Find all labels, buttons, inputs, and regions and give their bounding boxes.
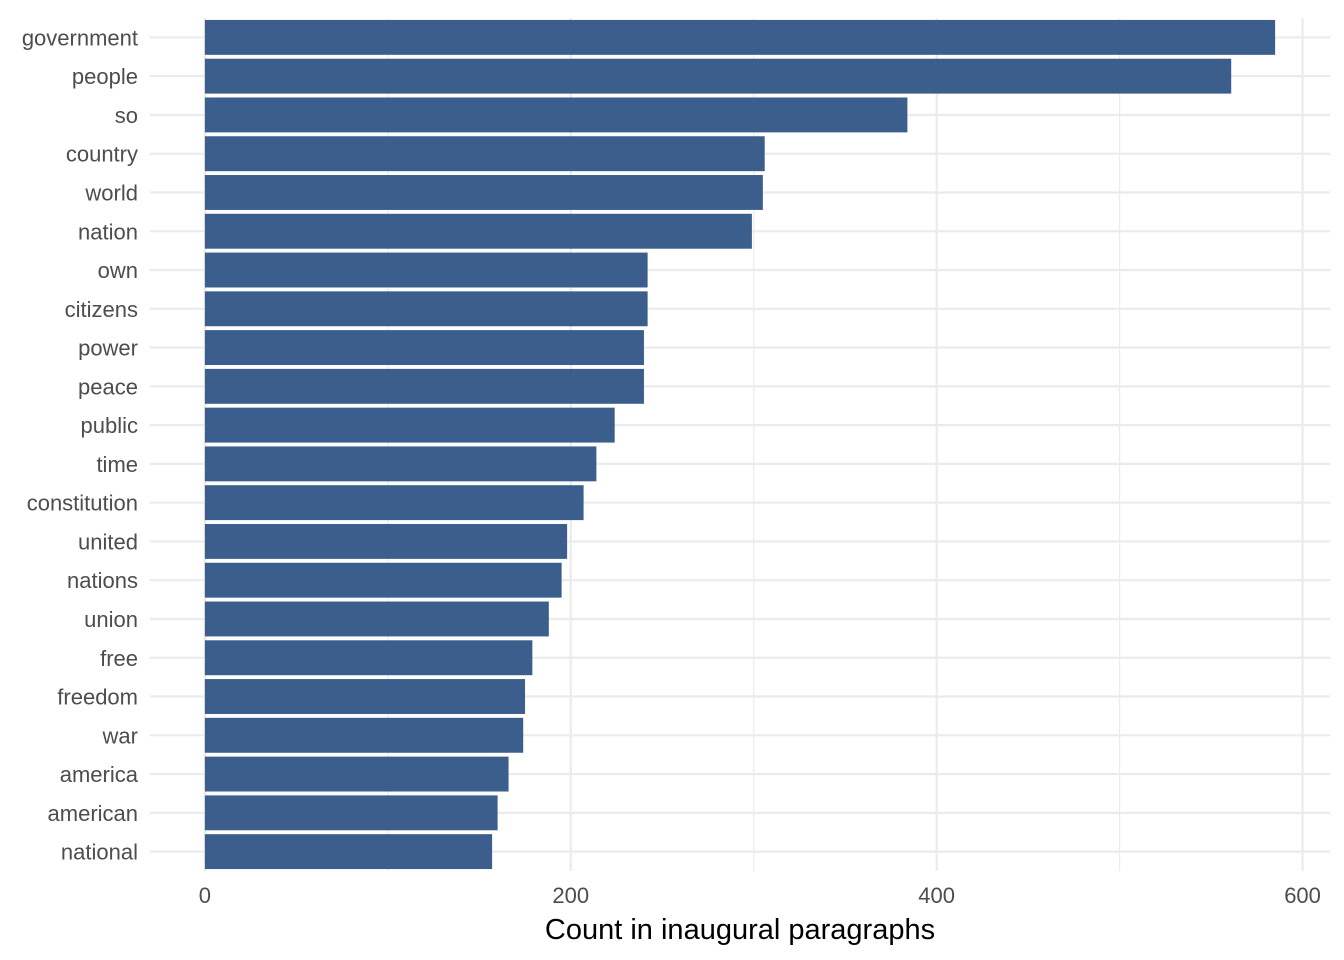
bar-union (204, 601, 549, 637)
y-tick-label-nation: nation (78, 219, 138, 244)
y-tick-label-time: time (96, 452, 138, 477)
y-tick-label-so: so (115, 103, 138, 128)
y-tick-label-people: people (72, 64, 138, 89)
bar-national (204, 834, 493, 870)
bar-free (204, 640, 533, 676)
x-tick-label: 0 (199, 883, 211, 908)
bar-nation (204, 213, 752, 249)
bar-peace (204, 368, 644, 404)
y-tick-label-war: war (102, 723, 138, 748)
bar-world (204, 175, 763, 210)
y-tick-label-america: america (60, 762, 139, 787)
y-tick-label-free: free (100, 646, 138, 671)
x-axis-title: Count in inaugural paragraphs (545, 914, 935, 946)
bar-power (204, 330, 644, 366)
y-tick-label-nations: nations (67, 568, 138, 593)
bar-united (204, 523, 568, 559)
y-tick-label-peace: peace (78, 374, 138, 399)
bar-own (204, 252, 648, 288)
y-axis-tick-labels: government people so country world nation own c… (22, 25, 139, 864)
y-tick-label-citizens: citizens (65, 297, 138, 322)
bar-constitution (204, 485, 584, 521)
y-tick-label-union: union (84, 607, 138, 632)
bar-freedom (204, 679, 526, 714)
bar-people (204, 58, 1232, 94)
bar-so (204, 97, 908, 133)
y-tick-label-american: american (48, 801, 138, 826)
bar-country (204, 136, 765, 172)
bar-america (204, 756, 509, 792)
y-tick-label-public: public (81, 413, 138, 438)
bar-citizens (204, 291, 648, 327)
y-tick-label-united: united (78, 529, 138, 554)
x-axis-tick-labels: 0 200 400 600 (199, 883, 1321, 908)
y-tick-label-national: national (61, 840, 138, 865)
y-tick-label-world: world (84, 180, 138, 205)
y-tick-label-constitution: constitution (27, 491, 138, 516)
bar-american (204, 795, 498, 831)
y-tick-label-own: own (98, 258, 138, 283)
bar-time (204, 446, 597, 482)
y-tick-label-power: power (78, 336, 138, 361)
bar-public (204, 407, 615, 443)
bar-government (204, 19, 1276, 55)
y-tick-label-government: government (22, 25, 138, 50)
x-tick-label: 400 (918, 883, 955, 908)
y-tick-label-freedom: freedom (57, 685, 138, 710)
bars (204, 19, 1276, 870)
bar-war (204, 717, 524, 753)
x-tick-label: 600 (1284, 883, 1321, 908)
y-tick-label-country: country (66, 142, 138, 167)
bar-nations (204, 562, 562, 598)
x-tick-label: 200 (552, 883, 589, 908)
